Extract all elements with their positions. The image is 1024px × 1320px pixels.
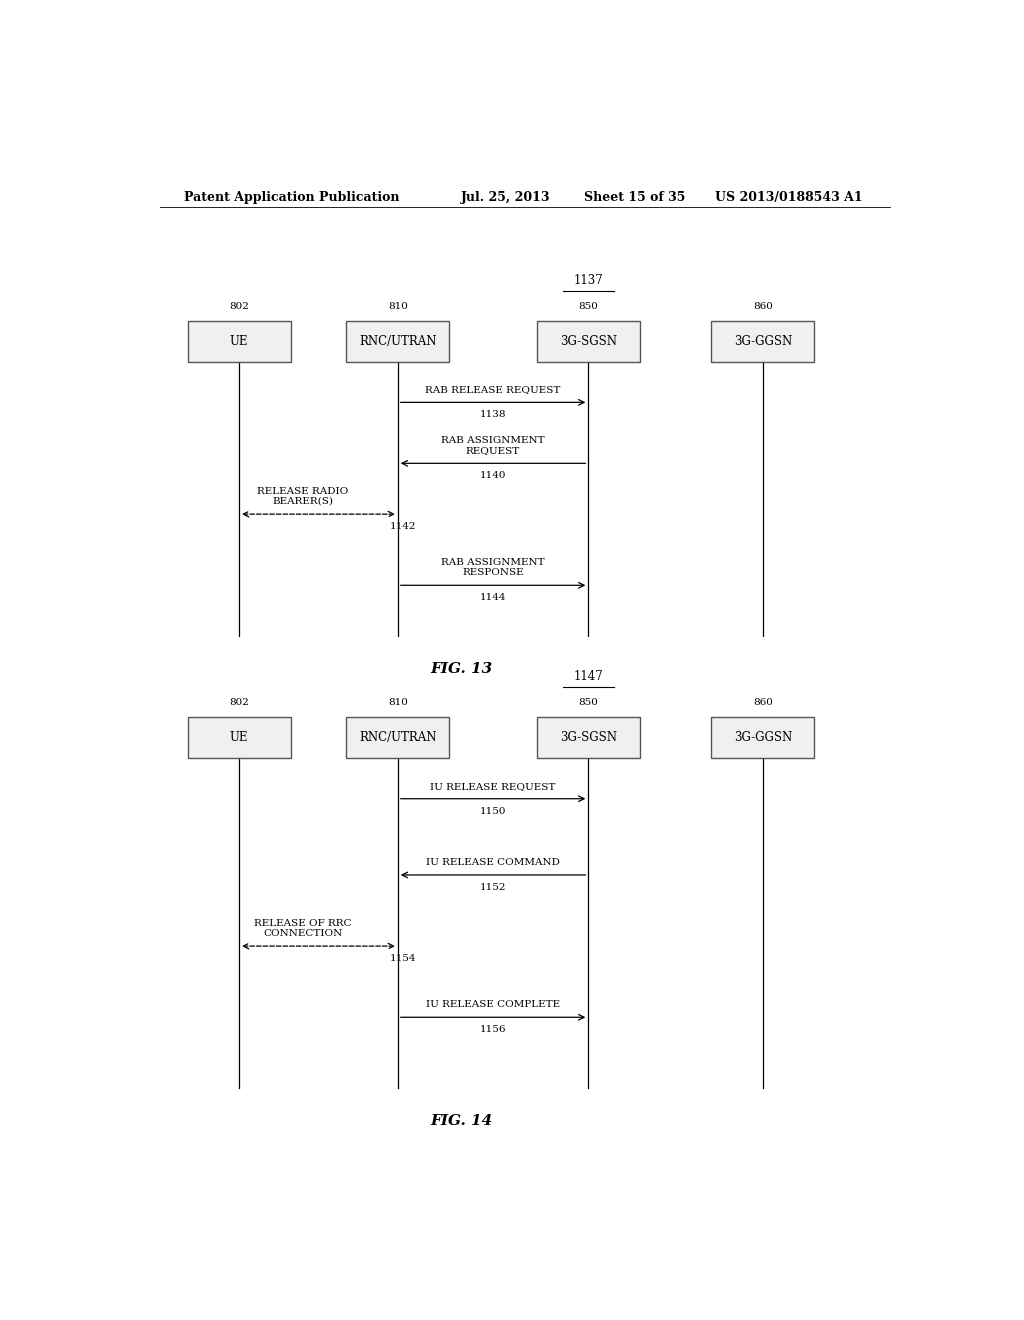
Text: 850: 850 — [579, 698, 598, 708]
Text: Jul. 25, 2013: Jul. 25, 2013 — [461, 190, 551, 203]
Text: 3G-SGSN: 3G-SGSN — [560, 335, 616, 348]
Text: 810: 810 — [388, 302, 408, 312]
Text: 1138: 1138 — [480, 411, 506, 420]
Text: 1156: 1156 — [480, 1026, 506, 1035]
Text: IU RELEASE COMMAND: IU RELEASE COMMAND — [426, 858, 560, 867]
Bar — [346, 718, 450, 758]
Text: 802: 802 — [229, 302, 249, 312]
Text: FIG. 13: FIG. 13 — [430, 661, 493, 676]
Text: 810: 810 — [388, 698, 408, 708]
Text: 860: 860 — [753, 302, 773, 312]
Text: 1137: 1137 — [573, 273, 603, 286]
Text: 860: 860 — [753, 698, 773, 708]
Text: IU RELEASE REQUEST: IU RELEASE REQUEST — [430, 781, 556, 791]
Text: Patent Application Publication: Patent Application Publication — [183, 190, 399, 203]
Text: RAB ASSIGNMENT
REQUEST: RAB ASSIGNMENT REQUEST — [441, 436, 545, 455]
Text: 1140: 1140 — [480, 471, 506, 480]
Text: RELEASE OF RRC
CONNECTION: RELEASE OF RRC CONNECTION — [254, 919, 351, 939]
Text: 1150: 1150 — [480, 807, 506, 816]
Text: 3G-GGSN: 3G-GGSN — [734, 335, 792, 348]
Text: 1152: 1152 — [480, 883, 506, 892]
Text: RAB RELEASE REQUEST: RAB RELEASE REQUEST — [425, 385, 561, 395]
Bar — [537, 321, 640, 362]
Text: 1142: 1142 — [390, 523, 417, 531]
Bar — [712, 718, 814, 758]
Text: IU RELEASE COMPLETE: IU RELEASE COMPLETE — [426, 1001, 560, 1008]
Text: US 2013/0188543 A1: US 2013/0188543 A1 — [715, 190, 863, 203]
Text: 802: 802 — [229, 698, 249, 708]
Bar — [187, 718, 291, 758]
Text: 1144: 1144 — [480, 594, 506, 602]
Text: 3G-SGSN: 3G-SGSN — [560, 731, 616, 744]
Text: Sheet 15 of 35: Sheet 15 of 35 — [585, 190, 686, 203]
Text: UE: UE — [229, 335, 249, 348]
Text: 1147: 1147 — [573, 671, 603, 684]
Bar — [187, 321, 291, 362]
Text: 3G-GGSN: 3G-GGSN — [734, 731, 792, 744]
Text: RAB ASSIGNMENT
RESPONSE: RAB ASSIGNMENT RESPONSE — [441, 558, 545, 577]
Text: FIG. 14: FIG. 14 — [430, 1114, 493, 1127]
Text: UE: UE — [229, 731, 249, 744]
Bar — [712, 321, 814, 362]
Bar — [537, 718, 640, 758]
Text: 1154: 1154 — [390, 954, 417, 964]
Text: 850: 850 — [579, 302, 598, 312]
Text: RELEASE RADIO
BEARER(S): RELEASE RADIO BEARER(S) — [257, 487, 348, 506]
Bar — [346, 321, 450, 362]
Text: RNC/UTRAN: RNC/UTRAN — [359, 731, 436, 744]
Text: RNC/UTRAN: RNC/UTRAN — [359, 335, 436, 348]
